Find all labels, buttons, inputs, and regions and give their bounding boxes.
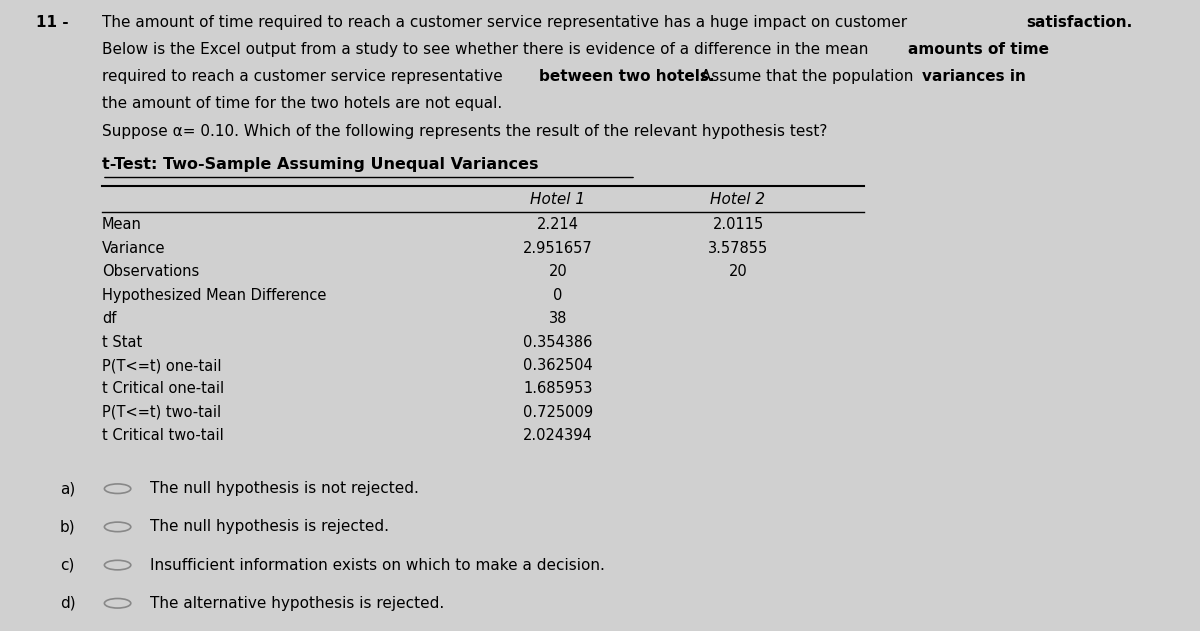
Text: b): b) bbox=[60, 519, 76, 534]
Text: between two hotels.: between two hotels. bbox=[539, 69, 714, 84]
Text: The null hypothesis is not rejected.: The null hypothesis is not rejected. bbox=[150, 481, 419, 496]
Text: 38: 38 bbox=[548, 311, 568, 326]
Text: Mean: Mean bbox=[102, 218, 142, 232]
Text: 20: 20 bbox=[548, 264, 568, 280]
Text: Observations: Observations bbox=[102, 264, 199, 280]
Text: the amount of time for the two hotels are not equal.: the amount of time for the two hotels ar… bbox=[102, 96, 503, 111]
Text: 2.0115: 2.0115 bbox=[713, 218, 763, 232]
Text: Suppose α= 0.10. Which of the following represents the result of the relevant hy: Suppose α= 0.10. Which of the following … bbox=[102, 124, 827, 139]
Text: Hotel 1: Hotel 1 bbox=[530, 192, 586, 207]
Text: 20: 20 bbox=[728, 264, 748, 280]
Text: The null hypothesis is rejected.: The null hypothesis is rejected. bbox=[150, 519, 389, 534]
Text: Assume that the population: Assume that the population bbox=[696, 69, 918, 84]
Text: variances in: variances in bbox=[922, 69, 1026, 84]
Text: 0: 0 bbox=[553, 288, 563, 303]
Text: 2.024394: 2.024394 bbox=[523, 428, 593, 444]
Text: 3.57855: 3.57855 bbox=[708, 241, 768, 256]
Text: amounts of time: amounts of time bbox=[908, 42, 1050, 57]
Text: t Critical two-tail: t Critical two-tail bbox=[102, 428, 223, 444]
Text: 0.362504: 0.362504 bbox=[523, 358, 593, 373]
Text: Hotel 2: Hotel 2 bbox=[710, 192, 766, 207]
Text: 0.354386: 0.354386 bbox=[523, 334, 593, 350]
Text: 1.685953: 1.685953 bbox=[523, 382, 593, 396]
Text: df: df bbox=[102, 311, 116, 326]
Text: t Stat: t Stat bbox=[102, 334, 143, 350]
Text: 2.951657: 2.951657 bbox=[523, 241, 593, 256]
Text: Variance: Variance bbox=[102, 241, 166, 256]
Text: Hypothesized Mean Difference: Hypothesized Mean Difference bbox=[102, 288, 326, 303]
Text: P(T<=t) two-tail: P(T<=t) two-tail bbox=[102, 405, 221, 420]
Text: a): a) bbox=[60, 481, 76, 496]
Text: required to reach a customer service representative: required to reach a customer service rep… bbox=[102, 69, 508, 84]
Text: Below is the Excel output from a study to see whether there is evidence of a dif: Below is the Excel output from a study t… bbox=[102, 42, 874, 57]
Text: Insufficient information exists on which to make a decision.: Insufficient information exists on which… bbox=[150, 558, 605, 572]
Text: t Critical one-tail: t Critical one-tail bbox=[102, 382, 224, 396]
Text: 11 -: 11 - bbox=[36, 15, 74, 30]
Text: t-Test: Two-Sample Assuming Unequal Variances: t-Test: Two-Sample Assuming Unequal Vari… bbox=[102, 156, 539, 172]
Text: The alternative hypothesis is rejected.: The alternative hypothesis is rejected. bbox=[150, 596, 444, 611]
Text: P(T<=t) one-tail: P(T<=t) one-tail bbox=[102, 358, 222, 373]
Text: satisfaction.: satisfaction. bbox=[1026, 15, 1133, 30]
Text: The amount of time required to reach a customer service representative has a hug: The amount of time required to reach a c… bbox=[102, 15, 912, 30]
Text: 0.725009: 0.725009 bbox=[523, 405, 593, 420]
Text: d): d) bbox=[60, 596, 76, 611]
Text: 2.214: 2.214 bbox=[538, 218, 580, 232]
Text: c): c) bbox=[60, 558, 74, 572]
